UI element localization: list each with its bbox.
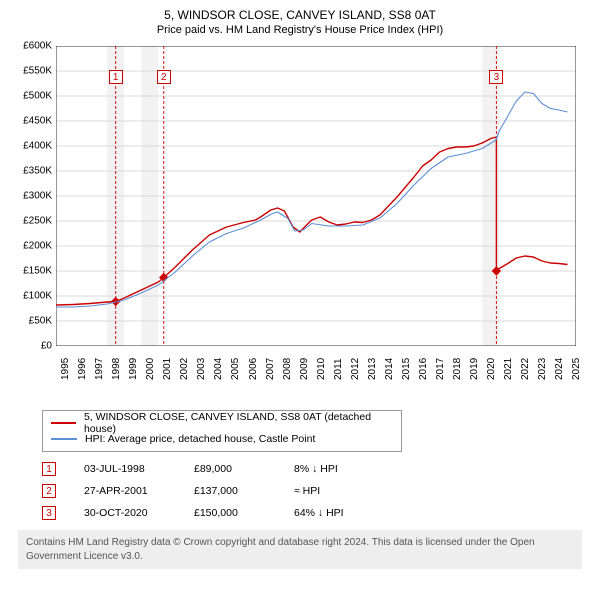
sales-table: 1 03-JUL-1998£89,0008% ↓ HPI 2 27-APR-2001£… [42,458,592,524]
y-tick-label: £350K [8,166,52,177]
legend-label: 5, WINDSOR CLOSE, CANVEY ISLAND, SS8 0AT… [84,411,393,435]
y-tick-label: £150K [8,266,52,277]
sale-date: 03-JUL-1998 [84,463,194,475]
y-tick-label: £250K [8,216,52,227]
y-tick-label: £450K [8,116,52,127]
y-tick-label: £0 [8,341,52,352]
chart-title: 5, WINDSOR CLOSE, CANVEY ISLAND, SS8 0AT [8,8,592,22]
sale-row-marker: 3 [42,506,56,520]
chart-area: £0 £50K £100K £150K £200K £250K £300K £350K £400… [8,42,592,402]
sale-row: 3 30-OCT-2020£150,00064% ↓ HPI [42,502,592,524]
y-tick-label: £50K [8,316,52,327]
chart-subtitle: Price paid vs. HM Land Registry's House … [8,24,592,36]
y-tick-label: £550K [8,66,52,77]
y-tick-label: £500K [8,91,52,102]
sale-row-marker: 2 [42,484,56,498]
legend-swatch [51,422,76,424]
sale-vs-hpi: 8% ↓ HPI [294,463,414,475]
sale-marker-2: 2 [157,70,171,84]
legend-item: 5, WINDSOR CLOSE, CANVEY ISLAND, SS8 0AT… [51,415,393,431]
y-tick-label: £100K [8,291,52,302]
sale-row: 2 27-APR-2001£137,000≈ HPI [42,480,592,502]
x-tick-label: 2025 [571,358,593,380]
sale-price: £89,000 [194,463,294,475]
sale-date: 30-OCT-2020 [84,507,194,519]
y-tick-label: £300K [8,191,52,202]
y-tick-label: £600K [8,41,52,52]
sale-date: 27-APR-2001 [84,485,194,497]
legend-swatch [51,438,77,440]
sale-row-marker: 1 [42,462,56,476]
sale-vs-hpi: 64% ↓ HPI [294,507,414,519]
sale-vs-hpi: ≈ HPI [294,485,414,497]
sale-row: 1 03-JUL-1998£89,0008% ↓ HPI [42,458,592,480]
sale-price: £137,000 [194,485,294,497]
legend: 5, WINDSOR CLOSE, CANVEY ISLAND, SS8 0AT… [42,410,402,452]
y-tick-label: £200K [8,241,52,252]
chart-svg [56,46,576,346]
sale-marker-1: 1 [109,70,123,84]
chart-container: 5, WINDSOR CLOSE, CANVEY ISLAND, SS8 0AT… [0,0,600,577]
sale-price: £150,000 [194,507,294,519]
sale-marker-3: 3 [489,70,503,84]
y-tick-label: £400K [8,141,52,152]
legend-label: HPI: Average price, detached house, Cast… [85,433,315,445]
attribution-note: Contains HM Land Registry data © Crown c… [18,530,582,569]
